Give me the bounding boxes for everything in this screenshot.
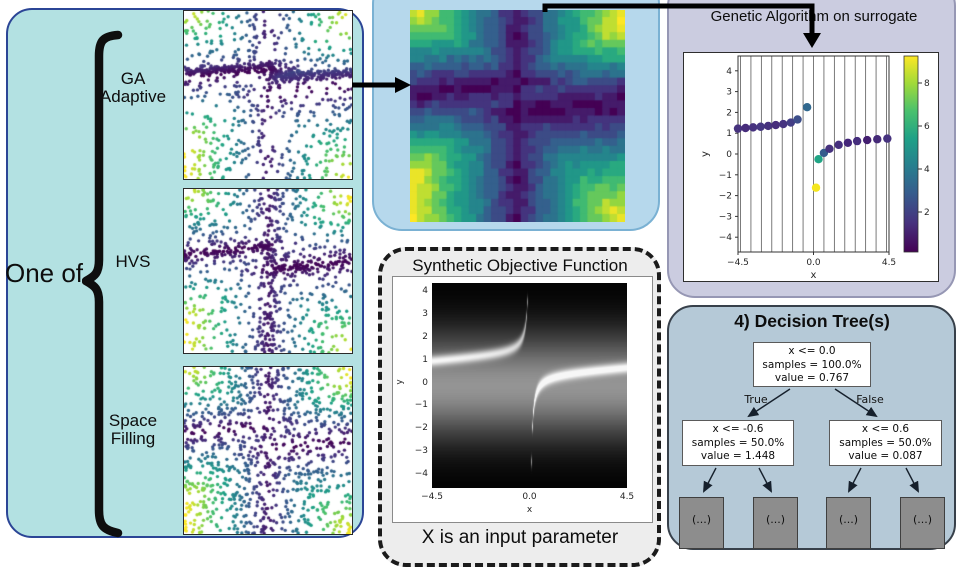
tick-label: x <box>811 270 817 281</box>
tick-label: 0.0 <box>806 258 821 268</box>
ga-point <box>793 115 802 124</box>
ga-point <box>843 138 853 147</box>
tick-label: −2 <box>719 192 732 202</box>
curly-brace <box>82 30 123 538</box>
sampling-label-space-filling: Space Filling <box>108 411 158 448</box>
tick-label: 8 <box>924 79 930 89</box>
tick-label: 1 <box>422 354 428 365</box>
scatter-plot-hvs <box>183 188 353 354</box>
objective-caption: X is an input parameter <box>421 527 619 548</box>
ga-point <box>862 135 872 145</box>
ga-point <box>802 103 812 112</box>
tree-root-line3: value = 0.767 <box>774 372 850 384</box>
tick-label: 2 <box>924 208 930 218</box>
tree-title: 4) Decision Tree(s) <box>734 311 890 331</box>
tree-left-node: x <= -0.6 samples = 50.0% value = 1.448 <box>682 420 794 466</box>
tick-label: y <box>395 379 405 385</box>
ga-point <box>814 155 823 164</box>
tick-label: −2 <box>414 423 428 434</box>
tick-label: 2 <box>422 331 428 342</box>
tree-right-node: x <= 0.6 samples = 50.0% value = 0.087 <box>829 420 942 466</box>
ga-point <box>825 144 834 153</box>
tree-true-label: True <box>744 393 768 406</box>
tick-label: −4 <box>719 233 733 243</box>
ga-point <box>786 118 796 127</box>
tree-right-line3: value = 0.087 <box>848 450 923 462</box>
tree-root-line2: samples = 100.0% <box>762 358 862 371</box>
ga-point <box>873 135 882 144</box>
ga-panel-title: Genetic Algorithm on surrogate <box>710 8 918 25</box>
tree-left-line1: x <= -0.6 <box>712 423 764 435</box>
ga-point <box>771 120 780 130</box>
ga-point <box>883 134 892 143</box>
tree-left-line3: value = 1.448 <box>700 450 776 462</box>
scatter-plot-ga-adaptive <box>183 10 353 180</box>
tree-leaf-4: (...) <box>900 497 945 549</box>
tree-left-line2: samples = 50.0% <box>691 436 785 449</box>
tick-label: x <box>526 505 533 515</box>
tick-label: 0.0 <box>522 492 537 502</box>
ga-point <box>748 123 758 132</box>
surrogate-heatmap <box>410 10 625 222</box>
tree-root-line1: x <= 0.0 <box>788 345 836 357</box>
tick-label: −3 <box>414 446 428 457</box>
tree-right-line2: samples = 50.0% <box>839 436 932 449</box>
ga-scatter-axes: 4 3 2 1 0 −1 −2 −3 −4 −4.5 0.0 4.5 x y 8 6 4 2 <box>700 55 930 281</box>
tick-label: 4 <box>422 285 428 296</box>
sampling-label-hvs: HVS <box>115 252 151 271</box>
colorbar <box>903 55 919 253</box>
tick-label: 3 <box>726 88 732 98</box>
ga-point <box>756 122 765 131</box>
ga-point <box>763 121 773 131</box>
tree-right-line1: x <= 0.6 <box>861 423 910 435</box>
tick-label: 3 <box>422 308 428 319</box>
tick-label: 4.5 <box>619 492 635 502</box>
figure-canvas: { "colors": { "sampling_panel": "#b3e1e2… <box>4 0 956 567</box>
ga-scatter-plot: 4 3 2 1 0 −1 −2 −3 −4 −4.5 0.0 4.5 x y 8 6 4 2 <box>683 52 939 282</box>
tick-label: −4 <box>414 469 428 480</box>
tick-label: 2 <box>726 108 732 118</box>
ga-point <box>834 140 843 150</box>
tree-leaf-3: (...) <box>826 497 871 549</box>
objective-title: Synthetic Objective Function <box>412 256 628 275</box>
objective-grayscale-image <box>432 283 627 488</box>
tick-label: 0 <box>422 377 428 388</box>
one-of-label: One of <box>4 258 84 288</box>
ga-point <box>733 124 743 133</box>
ga-point <box>779 119 788 129</box>
tick-label: y <box>700 151 711 157</box>
ga-point <box>811 183 821 192</box>
tick-label: 0 <box>726 150 732 160</box>
ga-point <box>741 123 750 133</box>
tick-label: 4 <box>726 67 732 77</box>
tick-label: 1 <box>726 129 732 139</box>
tree-root-node: x <= 0.0 samples = 100.0% value = 0.767 <box>753 342 871 387</box>
tree-leaf-2: (...) <box>753 497 798 549</box>
tick-label: 4 <box>924 165 930 175</box>
tick-label: −4.5 <box>727 258 749 268</box>
scatter-plot-space-filling <box>183 366 353 535</box>
ga-point <box>852 136 862 146</box>
sampling-label-ga-adaptive: GA Adaptive <box>99 69 167 106</box>
tick-label: −3 <box>719 212 732 222</box>
tree-leaf-1: (...) <box>679 497 724 549</box>
tick-label: −1 <box>414 400 428 411</box>
tree-false-label: False <box>856 393 884 406</box>
tick-label: 4.5 <box>882 258 896 268</box>
tick-label: −4.5 <box>421 492 443 502</box>
tick-label: −1 <box>719 171 732 181</box>
tick-label: 6 <box>924 122 930 132</box>
